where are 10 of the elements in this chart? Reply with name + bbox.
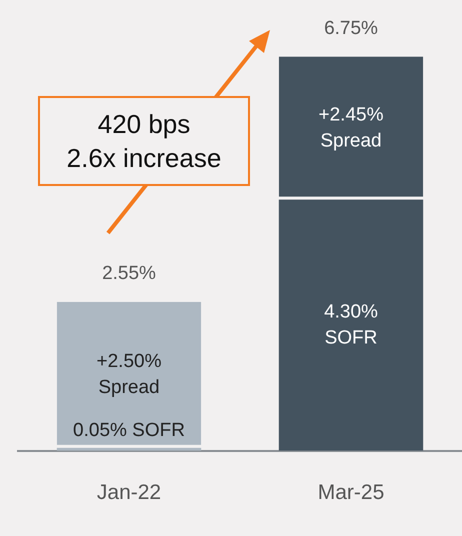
x-tick-label: Mar-25 — [318, 481, 384, 504]
x-tick-label: Jan-22 — [96, 481, 162, 504]
annotation: 2.6x increase — [66, 142, 222, 175]
data-label: +2.45% Spread — [318, 104, 384, 152]
annotation: 420 bps — [98, 108, 190, 141]
total-label: 2.55% — [102, 263, 156, 284]
data-label: 4.30% SOFR — [324, 301, 378, 348]
data-label: +2.50% Spread — [96, 351, 162, 398]
total-label: 6.75% — [324, 18, 378, 39]
data-label: 0.05% SOFR — [73, 420, 185, 442]
